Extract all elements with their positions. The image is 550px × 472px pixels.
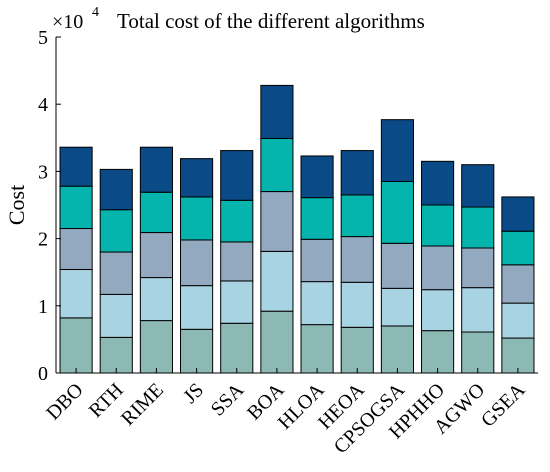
bar-segment-heoa-5 xyxy=(340,150,374,196)
bar-segment-gsea-2 xyxy=(501,302,535,339)
bar-segment-rth-4 xyxy=(99,209,133,253)
bar-segment-dbo-2 xyxy=(59,269,93,319)
y-ticks-group: 0 1 2 3 4 5 xyxy=(38,27,61,385)
bar-segment-hloa-5 xyxy=(300,155,334,199)
bar-segment-heoa-2 xyxy=(340,281,374,328)
x-tick-label-rime: RIME xyxy=(117,379,168,430)
bar-segment-agwo-3 xyxy=(461,247,495,289)
bar-segment-ssa-2 xyxy=(220,280,254,324)
bar-segment-rime-4 xyxy=(139,191,173,234)
bar-segment-agwo-2 xyxy=(461,287,495,333)
bar-segment-hphho-4 xyxy=(421,204,455,247)
bar-segment-rime-1 xyxy=(139,320,173,374)
y-multiplier-exponent: 4 xyxy=(92,5,99,20)
bar-segment-hphho-2 xyxy=(421,289,455,332)
bar-segment-agwo-1 xyxy=(461,331,495,374)
bar-segment-ssa-5 xyxy=(220,150,254,201)
bar-segment-heoa-1 xyxy=(340,326,374,374)
bar-segment-hloa-2 xyxy=(300,281,334,326)
y-tick-label: 3 xyxy=(38,161,48,183)
bar-segment-cpsogsa-1 xyxy=(380,325,414,374)
x-tick-label-gsea: GSEA xyxy=(477,379,530,432)
y-multiplier: ×10 4 xyxy=(52,5,99,33)
bar-segment-ssa-1 xyxy=(220,322,254,374)
x-tick-label-ssa: SSA xyxy=(207,379,249,421)
bars-group xyxy=(59,84,535,374)
bar-segment-hphho-1 xyxy=(421,330,455,374)
bar-segment-boa-3 xyxy=(260,191,294,252)
bar-segment-gsea-3 xyxy=(501,264,535,304)
bar-segment-cpsogsa-4 xyxy=(380,180,414,244)
bar-segment-dbo-5 xyxy=(59,146,93,187)
y-multiplier-base: ×10 xyxy=(52,11,83,33)
bar-segment-rth-2 xyxy=(99,293,133,338)
y-tick-label: 2 xyxy=(38,229,48,251)
bar-segment-rime-5 xyxy=(139,146,173,193)
x-tick-label-dbo: DBO xyxy=(42,379,87,424)
bar-segment-cpsogsa-2 xyxy=(380,287,414,327)
bar-segment-js-5 xyxy=(180,158,214,198)
bar-segment-ssa-4 xyxy=(220,199,254,243)
bar-segment-dbo-3 xyxy=(59,228,93,271)
bar-segment-agwo-4 xyxy=(461,206,495,249)
bar-segment-hphho-3 xyxy=(421,245,455,291)
bar-segment-js-2 xyxy=(180,285,214,330)
bar-segment-rth-3 xyxy=(99,251,133,295)
bar-segment-rth-1 xyxy=(99,336,133,374)
bar-segment-js-3 xyxy=(180,239,214,287)
chart-title: Total cost of the different algorithms xyxy=(117,9,425,33)
bar-segment-cpsogsa-3 xyxy=(380,242,414,289)
bar-segment-rth-5 xyxy=(99,168,133,211)
bar-segment-gsea-1 xyxy=(501,337,535,374)
bar-segment-hloa-3 xyxy=(300,238,334,283)
bar-segment-hloa-1 xyxy=(300,324,334,374)
y-tick-label: 4 xyxy=(38,94,48,116)
bar-segment-heoa-3 xyxy=(340,236,374,283)
svg-text:×10: ×10 xyxy=(52,11,83,33)
bar-segment-agwo-5 xyxy=(461,164,495,208)
y-tick-label: 5 xyxy=(38,27,48,49)
bar-segment-boa-1 xyxy=(260,310,294,374)
bar-segment-dbo-4 xyxy=(59,185,93,230)
bar-segment-cpsogsa-5 xyxy=(380,119,414,182)
bar-segment-js-4 xyxy=(180,196,214,241)
bar-segment-ssa-3 xyxy=(220,241,254,282)
y-axis-label: Cost xyxy=(4,185,29,225)
bar-segment-gsea-4 xyxy=(501,230,535,266)
bar-segment-boa-5 xyxy=(260,84,294,139)
bar-segment-boa-4 xyxy=(260,137,294,193)
bar-segment-boa-2 xyxy=(260,250,294,312)
bar-segment-js-1 xyxy=(180,328,214,374)
bar-segment-hphho-5 xyxy=(421,160,455,206)
bar-segment-hloa-4 xyxy=(300,197,334,240)
axes-group xyxy=(55,37,538,374)
y-tick-label: 0 xyxy=(38,363,48,385)
bar-segment-rime-2 xyxy=(139,277,173,322)
bar-segment-rime-3 xyxy=(139,232,173,279)
x-tick-label-js: JS xyxy=(179,379,208,408)
bar-segment-gsea-5 xyxy=(501,196,535,232)
bar-segment-dbo-1 xyxy=(59,317,93,374)
y-tick-label: 1 xyxy=(38,296,48,318)
bar-segment-heoa-4 xyxy=(340,194,374,238)
